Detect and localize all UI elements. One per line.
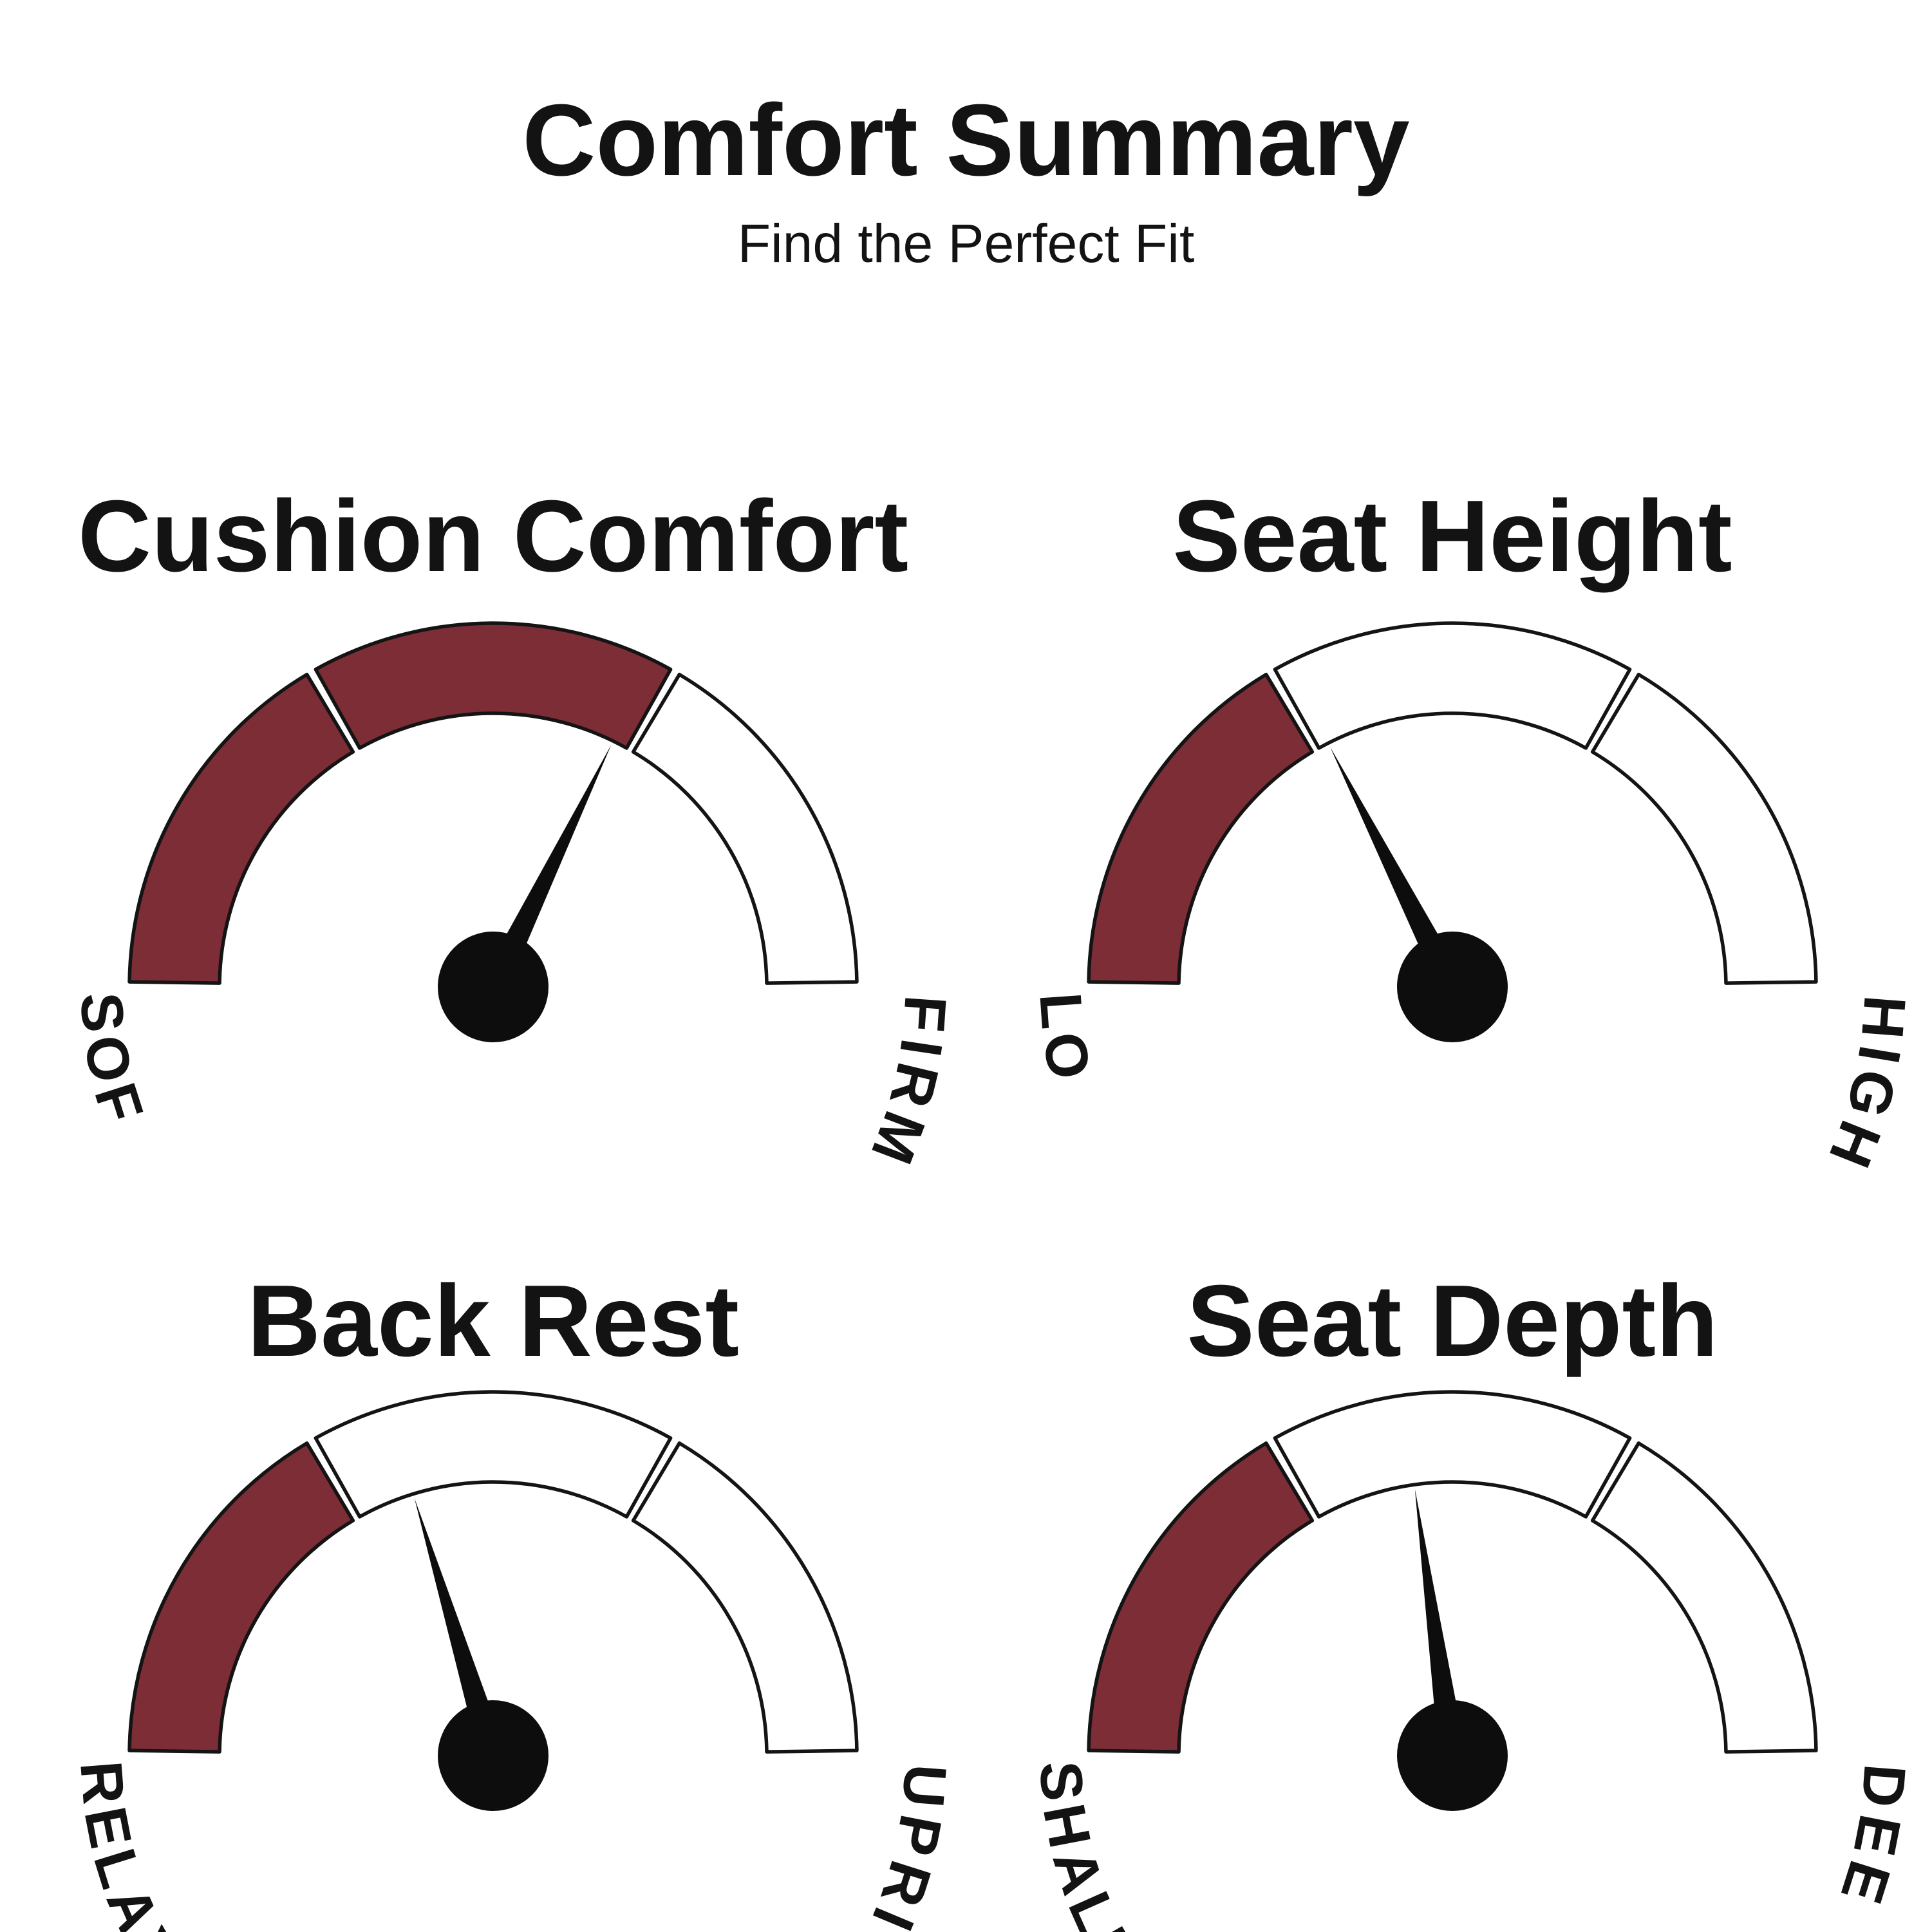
svg-text:HIGH: HIGH <box>1814 993 1918 1182</box>
svg-text:FIRM: FIRM <box>856 993 959 1178</box>
svg-text:DEEP: DEEP <box>0 0 1918 1917</box>
